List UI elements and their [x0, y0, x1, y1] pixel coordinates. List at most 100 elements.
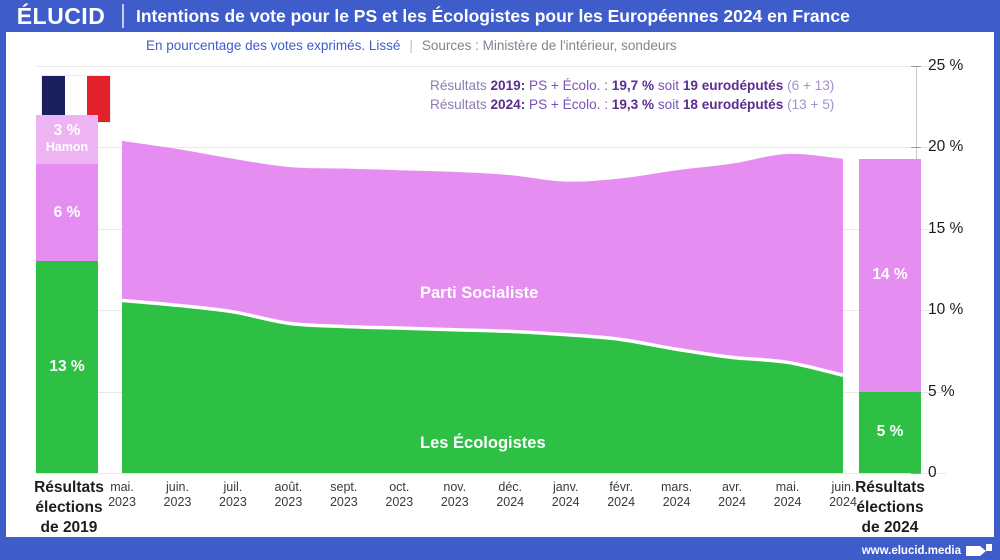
x-axis-label-13: juin. 2024: [814, 480, 872, 510]
footer: www.elucid.media: [862, 544, 992, 558]
chart-card: En pourcentage des votes exprimés. Lissé…: [6, 32, 994, 537]
x-label-year: 2024: [551, 495, 580, 509]
results-annotation: Résultats 2019: PS + Écolo. : 19,7 % soi…: [430, 76, 834, 114]
subtitle-sources: Sources : Ministère de l'intérieur, sond…: [421, 38, 677, 53]
x-axis-label-4: sept. 2023: [315, 480, 373, 510]
area-parti-socialiste: [122, 140, 843, 376]
annot-seats-2024: 18 eurodéputés: [682, 97, 784, 112]
x-label-year: 2023: [163, 495, 192, 509]
x-label-year: 2024: [607, 495, 636, 509]
x-axis-label-9: févr. 2024: [592, 480, 650, 510]
bar-2019-segment-0: 13 %: [36, 261, 98, 473]
annot-colon-2024: :: [520, 97, 526, 112]
caption-2019-line2: élections: [35, 499, 103, 516]
annot-breakdown-2019: (6 + 13): [787, 78, 835, 93]
bar-2019-segment-2: 3 % Hamon: [36, 114, 98, 164]
x-label-month: juin.: [831, 480, 855, 494]
x-label-month: janv.: [552, 480, 579, 494]
x-label-month: févr.: [609, 480, 633, 494]
x-label-month: août.: [274, 480, 303, 494]
caption-2019: Résultats élections de 2019: [14, 478, 124, 538]
flag-red-band: [87, 76, 111, 122]
annot-soit-2024: soit: [657, 97, 680, 112]
bar-2024-segment-1: 14 %: [859, 158, 921, 392]
bar-2024-segment-label: 14 %: [872, 266, 908, 284]
x-label-year: 2023: [274, 495, 303, 509]
play-arrow-icon: [966, 544, 992, 556]
bar-2024-segment-label: 5 %: [876, 423, 904, 441]
plot-area: 25 % 20 % 15 % 10 % 5 % 0 Parti Socialis…: [6, 32, 994, 537]
elucid-logo: ÉLUCID: [16, 2, 106, 29]
x-label-month: mai.: [110, 480, 134, 494]
header-bar: ÉLUCID Intentions de vote pour le PS et …: [0, 0, 1000, 32]
x-axis-label-5: oct. 2023: [370, 480, 428, 510]
caption-2019-line3: de 2019: [40, 519, 98, 536]
footer-url[interactable]: www.elucid.media: [861, 545, 961, 557]
gridline-20: [36, 147, 946, 148]
caption-2024-line1: Résultats: [855, 479, 925, 496]
annot-soit-2019: soit: [657, 78, 680, 93]
x-axis-label-3: août. 2023: [259, 480, 317, 510]
series-label-ps: Parti Socialiste: [420, 284, 539, 302]
x-label-year: 2023: [219, 495, 247, 509]
gridline-25: [36, 66, 946, 67]
x-label-month: mars.: [660, 480, 693, 494]
bar-2019-segment-label: 6 %: [53, 203, 81, 221]
reference-bar-2024: 5 % 14 %: [859, 32, 921, 537]
x-label-year: 2024: [773, 495, 802, 509]
bar-2024-segment-0: 5 %: [859, 391, 921, 473]
caption-2024-line3: de 2024: [861, 519, 919, 536]
x-label-year: 2024: [496, 495, 525, 509]
x-label-month: mai.: [775, 480, 800, 494]
subtitle-row: En pourcentage des votes exprimés. Lissé…: [146, 38, 677, 53]
x-label-year: 2023: [385, 495, 414, 509]
annot-parties-2019: PS + Écolo. :: [529, 78, 608, 93]
ytick-label-10: 10 %: [928, 301, 964, 318]
caption-2024: Résultats élections de 2024: [835, 478, 945, 538]
series-separator-line: [121, 298, 844, 378]
x-axis-label-7: déc. 2024: [481, 480, 539, 510]
flag-blue-band: [42, 76, 65, 122]
annot-prefix-2019: Résultats: [430, 78, 487, 93]
page-title: Intentions de vote pour le PS et les Éco…: [136, 5, 850, 26]
x-label-year: 2024: [829, 495, 857, 509]
x-axis-label-8: janv. 2024: [537, 480, 595, 510]
caption-2019-line1: Résultats: [34, 479, 104, 496]
header-divider: [122, 4, 124, 28]
gridline-10: [36, 310, 946, 311]
annot-value-2019: 19,7 %: [611, 78, 655, 93]
ytick-20: [911, 147, 921, 148]
x-axis-label-12: mai. 2024: [759, 480, 817, 510]
annot-seats-2019: 19 eurodéputés: [682, 78, 784, 93]
x-label-year: 2024: [662, 495, 691, 509]
bar-2019-segment-label: 3 %: [53, 122, 81, 140]
bar-2019-segment-sublabel: Hamon: [45, 140, 89, 155]
x-label-year: 2023: [440, 495, 469, 509]
ytick-0: [911, 473, 921, 474]
bar-2019-segment-1: 6 %: [36, 163, 98, 262]
x-label-year: 2023: [329, 495, 358, 509]
ytick-label-0: 0: [928, 464, 937, 481]
annot-parties-2024: PS + Écolo. :: [529, 97, 608, 112]
reference-bar-2019: 13 % 6 % 3 % Hamon: [36, 32, 98, 537]
x-label-month: nov.: [443, 480, 467, 494]
caption-2024-line2: élections: [856, 499, 924, 516]
ytick-label-5: 5 %: [928, 383, 955, 400]
x-axis-label-0: mai. 2023: [93, 480, 151, 510]
french-flag-icon: [42, 76, 111, 122]
x-label-year: 2024: [718, 495, 746, 509]
annotation-line-2024: Résultats 2024: PS + Écolo. : 19,3 % soi…: [430, 95, 834, 114]
x-axis-label-11: avr. 2024: [703, 480, 761, 510]
annot-prefix-2024: Résultats: [430, 97, 487, 112]
annot-value-2024: 19,3 %: [611, 97, 655, 112]
annotation-line-2019: Résultats 2019: PS + Écolo. : 19,7 % soi…: [430, 76, 834, 95]
x-axis-label-6: nov. 2023: [426, 480, 484, 510]
gridline-0: [36, 473, 946, 474]
annot-year-2024: 2024: [490, 97, 521, 112]
ytick-label-25: 25 %: [928, 57, 964, 74]
gridline-15: [36, 229, 946, 230]
x-label-month: sept.: [330, 480, 358, 494]
x-axis-label-10: mars. 2024: [648, 480, 706, 510]
annot-breakdown-2024: (13 + 5): [787, 97, 835, 112]
ytick-label-20: 20 %: [928, 138, 964, 155]
